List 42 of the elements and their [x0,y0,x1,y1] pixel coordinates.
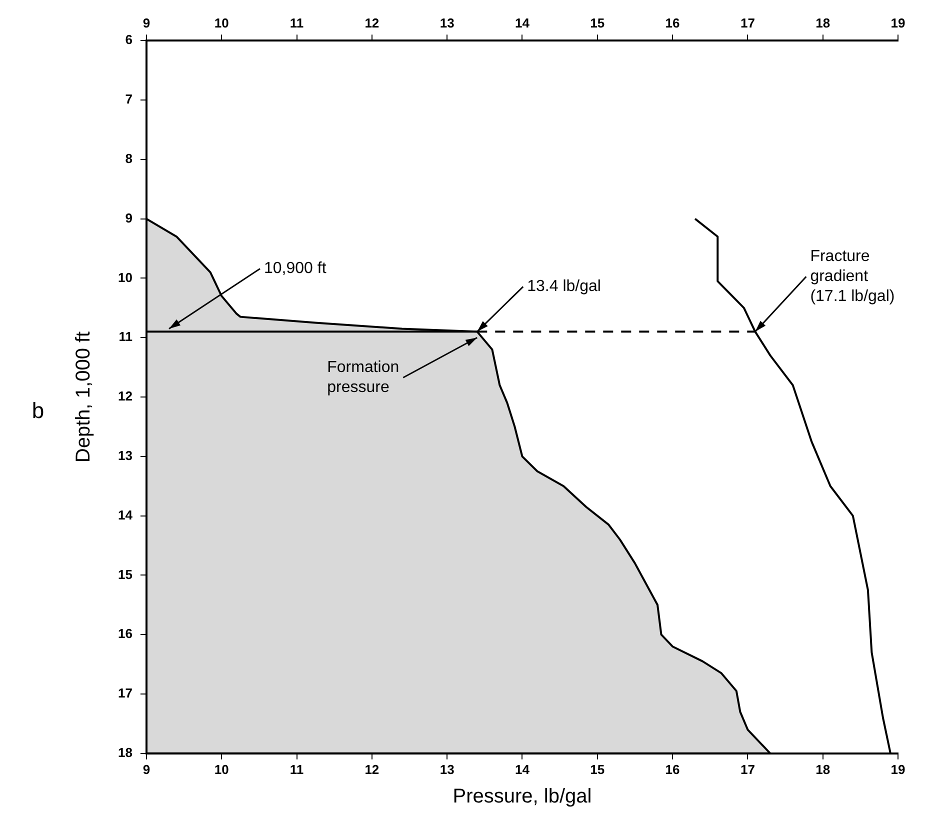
annotation: Formation pressure [327,359,400,396]
x-tick-label: 9 [142,762,150,777]
x2-tick-label: 19 [890,15,906,30]
x2-tick-label: 13 [440,15,454,30]
x2-tick-label: 18 [816,15,830,30]
x-tick-label: 15 [590,762,605,777]
y-tick-label: 16 [118,626,132,642]
y-axis-title: Depth, 1,000 ft [72,330,95,463]
y-tick-label: 18 [118,744,132,760]
y-tick-label: 10 [118,270,132,285]
y-tick-label: 15 [118,566,132,582]
x-axis-title: Pressure, lb/gal [452,786,592,808]
y-tick-label: 9 [125,210,132,226]
y-tick-label: 17 [118,686,132,701]
x-tick-label: 16 [665,762,680,777]
x-tick-label: 14 [514,762,530,777]
y-tick-label: 12 [118,388,132,404]
annotation: 10,900 ft [264,260,327,278]
x-tick-label: 18 [816,762,830,777]
x2-tick-label: 17 [740,15,755,30]
y-tick-label: 8 [125,150,132,166]
x-tick-label: 13 [440,762,454,777]
y-tick-label: 11 [118,329,132,344]
x2-tick-label: 15 [590,15,605,30]
x2-tick-label: 16 [665,15,680,30]
y-tick-label: 6 [125,32,132,48]
x2-tick-label: 9 [142,15,150,30]
x-tick-label: 12 [364,762,380,777]
x2-tick-label: 14 [514,15,530,30]
y-tick-label: 14 [118,507,134,522]
x-tick-label: 11 [290,762,304,777]
annotation: 13.4 lb/gal [527,278,601,296]
annotation: Fracture gradient (17.1 lb/gal) [810,248,895,306]
x-tick-label: 19 [890,762,906,777]
x-tick-label: 10 [214,762,229,777]
text: b [30,398,46,424]
y-tick-label: 13 [118,448,132,463]
x2-tick-label: 12 [364,15,380,30]
y-tick-label: 7 [125,92,132,107]
x2-tick-label: 10 [214,15,229,30]
x-tick-label: 17 [740,762,755,777]
x2-tick-label: 11 [290,15,304,30]
